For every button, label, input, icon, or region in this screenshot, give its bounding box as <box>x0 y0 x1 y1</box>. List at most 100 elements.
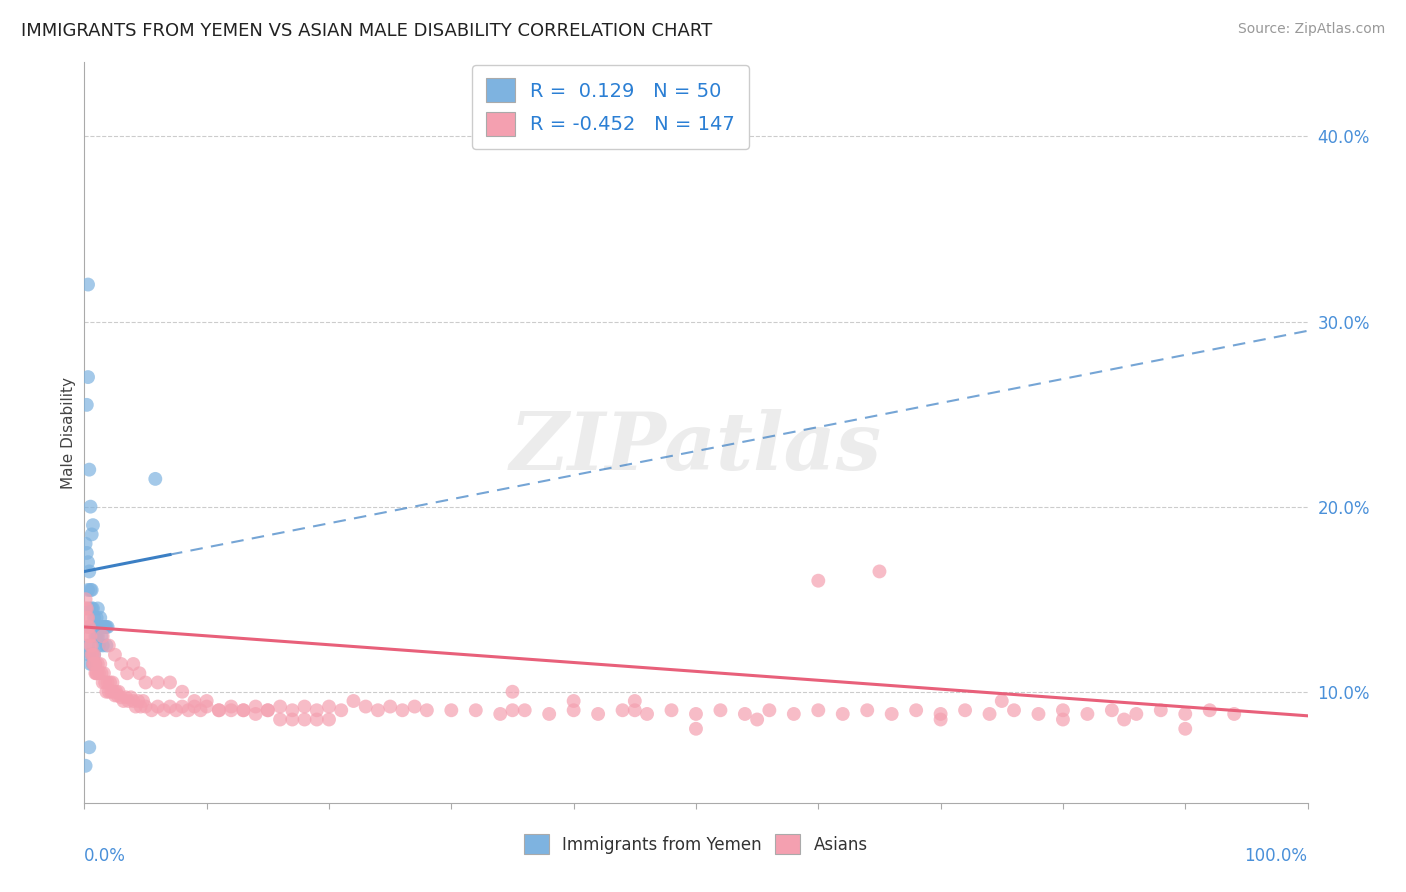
Y-axis label: Male Disability: Male Disability <box>60 376 76 489</box>
Point <box>831 706 853 721</box>
Point <box>83 648 105 662</box>
Point <box>404 699 426 714</box>
Point <box>132 694 155 708</box>
Point <box>489 706 512 721</box>
Point <box>100 685 122 699</box>
Point <box>183 699 205 714</box>
Point <box>110 657 132 671</box>
Point <box>232 703 254 717</box>
Point <box>104 648 127 662</box>
Point <box>79 582 101 597</box>
Point <box>758 703 780 717</box>
Point <box>79 639 101 653</box>
Point <box>305 703 328 717</box>
Point <box>1052 703 1074 717</box>
Point <box>172 685 194 699</box>
Point <box>636 706 658 721</box>
Point <box>79 620 101 634</box>
Point <box>90 629 112 643</box>
Point <box>84 666 107 681</box>
Point <box>464 703 486 717</box>
Point <box>122 657 145 671</box>
Point <box>105 689 128 703</box>
Point <box>77 648 100 662</box>
Point <box>502 703 524 717</box>
Point <box>195 694 218 708</box>
Point <box>82 657 104 671</box>
Point <box>86 666 108 681</box>
Point <box>75 758 97 772</box>
Legend: Immigrants from Yemen, Asians: Immigrants from Yemen, Asians <box>517 828 875 861</box>
Point <box>84 629 107 643</box>
Point <box>82 601 104 615</box>
Point <box>953 703 976 717</box>
Point <box>82 657 104 671</box>
Point <box>87 601 110 615</box>
Point <box>91 675 114 690</box>
Text: 100.0%: 100.0% <box>1244 847 1308 865</box>
Point <box>1174 706 1197 721</box>
Point <box>807 703 830 717</box>
Point <box>97 620 120 634</box>
Point <box>129 699 152 714</box>
Point <box>77 555 100 569</box>
Point <box>125 699 148 714</box>
Point <box>76 610 98 624</box>
Point <box>685 706 707 721</box>
Point <box>77 639 100 653</box>
Point <box>80 639 103 653</box>
Point <box>87 657 110 671</box>
Point <box>101 675 124 690</box>
Point <box>83 648 105 662</box>
Point <box>79 657 101 671</box>
Point <box>135 675 157 690</box>
Point <box>77 629 100 643</box>
Point <box>190 703 212 717</box>
Point <box>97 675 120 690</box>
Point <box>80 582 103 597</box>
Point <box>318 699 340 714</box>
Point <box>172 699 194 714</box>
Point <box>1028 706 1050 721</box>
Point <box>294 713 316 727</box>
Point <box>869 565 891 579</box>
Point <box>661 703 683 717</box>
Point <box>905 703 928 717</box>
Point <box>219 699 242 714</box>
Point <box>146 699 169 714</box>
Point <box>76 601 98 615</box>
Point <box>80 601 103 615</box>
Point <box>94 675 117 690</box>
Point <box>1198 703 1220 717</box>
Point <box>91 639 114 653</box>
Point <box>1150 703 1173 717</box>
Point <box>77 565 100 579</box>
Point <box>112 694 135 708</box>
Point <box>219 703 242 717</box>
Point <box>929 713 952 727</box>
Point <box>208 703 231 717</box>
Point <box>79 500 101 514</box>
Point <box>305 713 328 727</box>
Point <box>77 620 100 634</box>
Point <box>538 706 561 721</box>
Point <box>77 610 100 624</box>
Point <box>1125 706 1147 721</box>
Point <box>440 703 463 717</box>
Point <box>89 620 111 634</box>
Point <box>80 527 103 541</box>
Point <box>416 703 439 717</box>
Point <box>342 694 364 708</box>
Point <box>86 610 108 624</box>
Point <box>128 666 150 681</box>
Point <box>612 703 634 717</box>
Point <box>77 601 100 615</box>
Point <box>87 666 110 681</box>
Point <box>257 703 280 717</box>
Point <box>734 706 756 721</box>
Point <box>880 706 903 721</box>
Point <box>87 639 110 653</box>
Text: 0.0%: 0.0% <box>84 847 127 865</box>
Point <box>107 685 129 699</box>
Point <box>77 582 100 597</box>
